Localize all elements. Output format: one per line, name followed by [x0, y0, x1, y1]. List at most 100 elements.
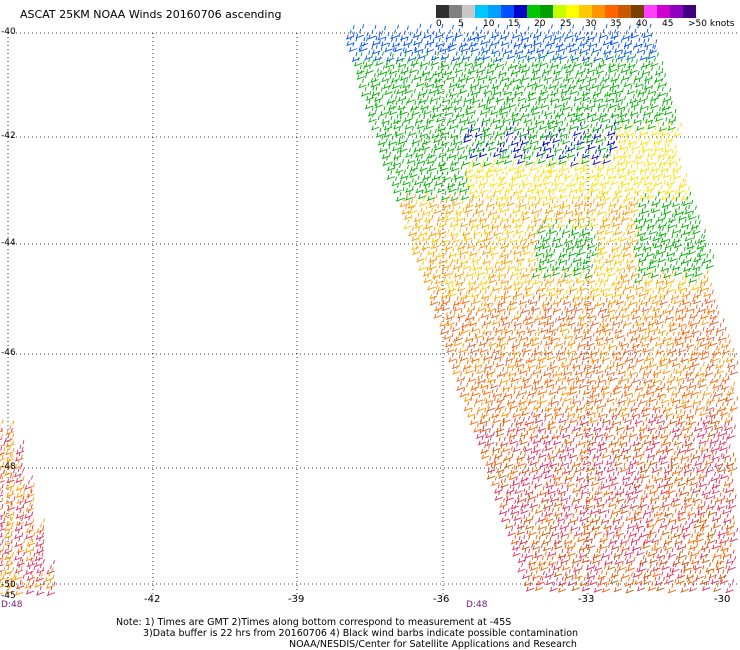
- wind-barb: [405, 143, 414, 158]
- wind-barb: [696, 494, 706, 510]
- wind-barb: [640, 226, 650, 242]
- wind-barb: [707, 422, 717, 438]
- wind-barb: [549, 355, 558, 370]
- wind-barb: [670, 285, 680, 300]
- wind-barb: [439, 320, 449, 335]
- wind-barb: [690, 381, 700, 396]
- wind-barb: [663, 466, 673, 481]
- wind-barb: [351, 47, 361, 62]
- wind-barb: [563, 387, 572, 403]
- wind-barb: [553, 502, 563, 517]
- wind-barb: [533, 164, 542, 179]
- wind-barb: [451, 317, 461, 333]
- wind-barb: [512, 542, 522, 557]
- wind-barb: [623, 32, 633, 48]
- wind-barb: [574, 200, 584, 216]
- legend-swatch: [488, 5, 501, 18]
- wind-barb: [619, 102, 629, 118]
- wind-barb: [656, 207, 666, 222]
- wind-barb: [612, 243, 622, 258]
- wind-barb: [503, 249, 512, 265]
- wind-barb: [513, 506, 523, 522]
- wind-barb: [25, 524, 34, 540]
- wind-barb: [583, 123, 593, 139]
- wind-barb: [625, 122, 635, 137]
- wind-barb: [406, 149, 416, 165]
- wind-barb: [564, 466, 574, 481]
- wind-barb: [554, 206, 564, 221]
- wind-barb: [562, 290, 572, 306]
- wind-barb: [537, 347, 546, 362]
- wind-barb: [634, 144, 644, 160]
- wind-barb: [532, 438, 542, 454]
- wind-barb: [614, 443, 623, 459]
- wind-barb: [626, 80, 636, 95]
- wind-barb: [516, 488, 526, 503]
- wind-barb: [726, 549, 735, 565]
- note-line-2: 3)Data buffer is 22 hrs from 20160706 4)…: [143, 628, 579, 639]
- wind-barb: [477, 297, 486, 312]
- wind-barb: [515, 319, 525, 335]
- wind-barb: [651, 458, 661, 474]
- wind-barb: [397, 95, 407, 111]
- wind-barb: [5, 447, 15, 463]
- wind-barb: [513, 305, 522, 320]
- wind-barb: [533, 375, 543, 391]
- wind-barb: [434, 296, 444, 312]
- wind-barb: [615, 488, 625, 503]
- wind-barb: [711, 347, 720, 363]
- wind-barb: [553, 25, 563, 41]
- wind-barb: [578, 543, 588, 559]
- wind-barb: [469, 74, 479, 89]
- wind-barb: [651, 430, 661, 446]
- wind-barb: [634, 479, 643, 494]
- wind-barb: [387, 89, 396, 104]
- wind-barb: [456, 136, 466, 151]
- wind-barb: [658, 117, 668, 132]
- wind-barb: [421, 200, 431, 216]
- wind-barb: [605, 248, 614, 264]
- wind-barb: [429, 221, 439, 237]
- wind-barb: [473, 418, 482, 433]
- wind-barb: [598, 571, 608, 586]
- legend-swatch: [540, 5, 553, 18]
- wind-barb: [513, 240, 522, 255]
- wind-barb: [400, 25, 409, 41]
- wind-barb: [452, 360, 461, 375]
- wind-barb: [517, 87, 526, 102]
- wind-barb: [657, 179, 666, 195]
- wind-barb: [583, 291, 592, 306]
- wind-barb: [617, 53, 626, 68]
- wind-barb: [629, 166, 639, 181]
- wind-barb: [522, 171, 531, 187]
- wind-barb: [457, 73, 466, 89]
- wind-barb: [693, 555, 703, 571]
- wind-barb: [460, 37, 470, 53]
- wind-barb: [532, 465, 542, 480]
- wind-barb: [523, 268, 533, 284]
- wind-barb: [375, 93, 384, 109]
- wind-barb: [371, 116, 380, 131]
- wind-barb: [377, 131, 387, 146]
- wind-barb: [625, 549, 635, 565]
- wind-barb: [694, 451, 703, 467]
- wind-barb: [722, 339, 731, 355]
- wind-barb: [582, 451, 592, 466]
- wind-barb: [602, 149, 612, 165]
- wind-barb: [578, 311, 588, 327]
- wind-barb: [540, 425, 550, 440]
- wind-barb: [574, 192, 583, 208]
- wind-barb: [526, 116, 536, 132]
- wind-barb: [390, 24, 399, 40]
- wind-barb: [494, 444, 503, 459]
- wind-barb: [646, 513, 656, 529]
- wind-barb: [440, 45, 450, 61]
- wind-barb: [465, 164, 474, 179]
- wind-barb: [510, 262, 520, 277]
- wind-barb: [415, 143, 424, 158]
- wind-barb: [686, 333, 695, 349]
- wind-barb: [454, 326, 464, 342]
- wind-barb: [458, 338, 468, 354]
- wind-barb: [725, 452, 735, 468]
- legend-swatch: [592, 5, 605, 18]
